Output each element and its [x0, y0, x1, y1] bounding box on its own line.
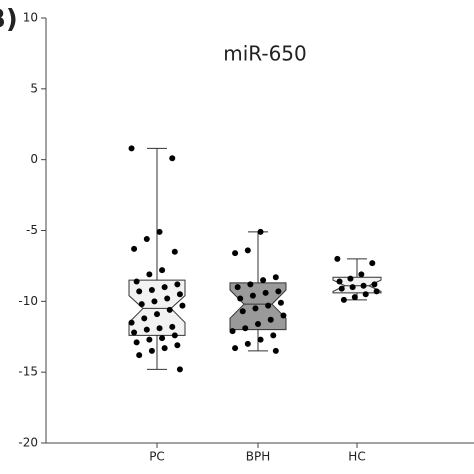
data-point [260, 277, 267, 284]
data-point [146, 336, 153, 343]
data-point [131, 329, 138, 336]
y-tick-label: 5 [30, 81, 38, 95]
chart-title: miR-650 [223, 42, 307, 66]
data-point [239, 308, 246, 315]
data-point [146, 271, 153, 278]
data-point [351, 294, 358, 301]
data-point [143, 326, 150, 333]
data-point [131, 245, 138, 252]
data-point [169, 323, 176, 330]
data-point [154, 311, 160, 318]
data-point [171, 332, 178, 339]
data-point [247, 281, 254, 288]
y-tick-label: 0 [30, 152, 38, 166]
data-point [138, 301, 145, 308]
data-point [136, 352, 143, 359]
data-point [159, 335, 166, 342]
y-tick-label: -10 [18, 294, 38, 308]
data-point [234, 284, 241, 291]
data-point [349, 284, 356, 291]
data-point [257, 336, 264, 343]
data-point [347, 275, 354, 282]
data-point [161, 345, 168, 352]
data-point [136, 288, 143, 295]
data-point [179, 302, 186, 309]
data-point [272, 347, 279, 354]
data-point [244, 340, 251, 347]
data-point [252, 305, 259, 312]
data-point [371, 281, 378, 288]
data-point [176, 291, 183, 298]
data-point [267, 316, 274, 323]
x-tick-label: PC [149, 450, 165, 464]
data-point [336, 278, 343, 285]
panel-label: B) [0, 5, 18, 35]
data-point [232, 345, 239, 352]
data-point [255, 321, 261, 327]
data-point [277, 299, 284, 306]
x-tick-label: BPH [246, 450, 271, 464]
data-point [360, 282, 367, 289]
y-tick-label: -15 [18, 365, 38, 379]
data-point [340, 296, 347, 303]
data-point [358, 271, 365, 278]
data-point [262, 289, 269, 296]
box [128, 279, 186, 336]
data-point [362, 291, 369, 298]
data-point [257, 228, 264, 235]
data-point [128, 145, 135, 152]
data-point [141, 315, 148, 322]
data-point [148, 287, 155, 293]
data-point [373, 288, 380, 295]
data-point [338, 285, 345, 292]
data-point [128, 319, 135, 326]
data-point [244, 247, 251, 254]
data-point [249, 292, 256, 299]
x-tick-label: HC [348, 450, 365, 464]
data-point [272, 274, 279, 281]
data-point [232, 250, 239, 257]
data-point [133, 339, 140, 346]
data-point [265, 302, 272, 309]
data-point [171, 248, 178, 255]
data-point [242, 325, 249, 332]
data-point [156, 228, 163, 235]
data-point [161, 284, 168, 291]
data-point [164, 295, 171, 302]
y-tick-label: -20 [18, 436, 38, 450]
data-point [148, 347, 155, 354]
data-point [151, 298, 158, 305]
data-point [174, 281, 181, 288]
data-point [237, 295, 244, 302]
data-point [159, 267, 166, 274]
y-tick-label: -5 [26, 223, 38, 237]
y-tick-label: 10 [23, 11, 38, 25]
data-point [229, 328, 236, 335]
data-point [174, 342, 181, 349]
data-point [143, 236, 150, 242]
data-point [133, 278, 140, 285]
data-point [280, 312, 287, 319]
data-point [156, 325, 163, 332]
data-point [334, 255, 341, 262]
data-point [169, 155, 176, 162]
data-point [270, 332, 277, 339]
data-point [275, 288, 282, 295]
data-point [166, 306, 173, 313]
data-point [369, 260, 376, 267]
data-point [176, 366, 183, 373]
